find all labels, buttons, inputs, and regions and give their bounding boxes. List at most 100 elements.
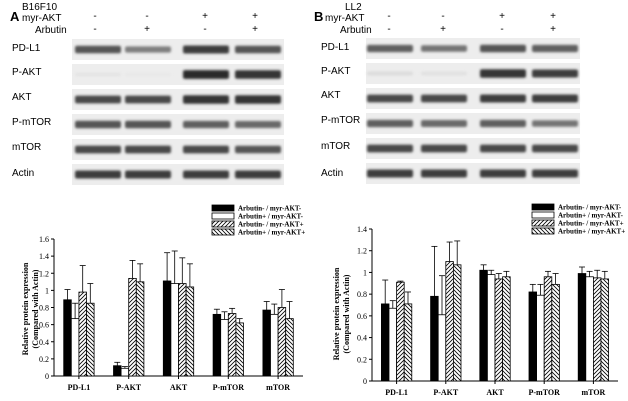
y-tick-label: 1.4 bbox=[39, 252, 49, 261]
bar bbox=[430, 295, 439, 382]
blot-band bbox=[183, 70, 229, 79]
y-tick-label: 1 bbox=[363, 268, 367, 277]
bar bbox=[593, 277, 602, 382]
condition-label: myr-AKT bbox=[22, 13, 61, 24]
blot-band bbox=[532, 120, 578, 127]
panel-letter: B bbox=[314, 9, 323, 24]
sign: + bbox=[252, 11, 258, 22]
protein-label: Actin bbox=[12, 168, 34, 179]
blot-strip bbox=[72, 39, 284, 60]
condition-signs: - - + + - + - + bbox=[387, 11, 556, 35]
sign: + bbox=[252, 24, 258, 35]
blot-strips bbox=[366, 38, 580, 184]
blot-band bbox=[183, 170, 229, 179]
y-tick-label: 0.8 bbox=[39, 304, 49, 313]
blot-band bbox=[480, 94, 526, 103]
y-tick-label: 1.2 bbox=[357, 247, 367, 256]
blot-background bbox=[72, 39, 284, 60]
x-tick-label: P-AKT bbox=[116, 383, 142, 392]
blot-band bbox=[532, 94, 578, 103]
legend-label: Arbutin+ / myr-AKT- bbox=[238, 213, 304, 221]
condition-label: Arbutin bbox=[340, 25, 372, 36]
blot-strip bbox=[72, 64, 284, 85]
y-tick-label: 1.4 bbox=[357, 225, 367, 234]
bar bbox=[220, 319, 229, 377]
blot-background bbox=[366, 63, 580, 84]
blot-band bbox=[183, 120, 229, 129]
blot-band bbox=[421, 169, 467, 178]
y-axis-title: Relative protein expression bbox=[21, 262, 30, 355]
protein-labels: PD-L1 P-AKT AKT P-mTOR mTOR Actin bbox=[12, 43, 51, 179]
x-tick-label: P-mTOR bbox=[213, 383, 245, 392]
blot-band bbox=[125, 95, 171, 104]
blot-band bbox=[421, 144, 467, 153]
blot-background bbox=[366, 163, 580, 184]
sign: - bbox=[145, 11, 148, 22]
blot-band bbox=[367, 119, 413, 128]
protein-label: mTOR bbox=[321, 141, 350, 152]
blot-background bbox=[72, 89, 284, 110]
legend-label: Arbutin- / myr-AKT+ bbox=[238, 221, 304, 229]
blot-panel-a: B16F10 A myr-AKT Arbutin - - + + - + - +… bbox=[10, 2, 284, 185]
sign: - bbox=[387, 11, 390, 22]
protein-label: PD-L1 bbox=[12, 43, 41, 54]
blot-band bbox=[532, 169, 578, 178]
bar bbox=[388, 307, 397, 382]
blot-band bbox=[532, 44, 578, 53]
bar bbox=[437, 314, 447, 382]
legend-swatch bbox=[211, 204, 235, 212]
blot-band bbox=[235, 145, 281, 154]
blot-strip bbox=[366, 38, 580, 59]
blot-band bbox=[367, 169, 413, 178]
blot-background bbox=[366, 88, 580, 109]
bar bbox=[577, 273, 587, 382]
x-tick-label: AKT bbox=[170, 383, 188, 392]
sign: - bbox=[203, 24, 206, 35]
blot-band bbox=[480, 169, 526, 178]
bar bbox=[486, 274, 496, 382]
protein-label: P-mTOR bbox=[12, 117, 51, 128]
blot-band bbox=[480, 69, 526, 78]
blot-band bbox=[367, 144, 413, 153]
y-tick-label: 0.4 bbox=[39, 338, 49, 347]
y-axis-subtitle: (Compared with Actin) bbox=[31, 269, 40, 348]
bar bbox=[536, 294, 545, 382]
blot-band bbox=[532, 144, 578, 153]
blot-band bbox=[75, 145, 121, 154]
sign: + bbox=[144, 24, 150, 35]
y-axis-subtitle: (Compared with Actin) bbox=[342, 274, 351, 353]
blot-background bbox=[366, 138, 580, 159]
blot-strips bbox=[72, 39, 284, 185]
legend-swatch bbox=[531, 227, 555, 235]
blot-band bbox=[183, 145, 229, 154]
cell-line-label: B16F10 bbox=[22, 2, 57, 13]
y-tick-label: 0.2 bbox=[357, 355, 367, 364]
bar bbox=[162, 280, 172, 377]
blot-band bbox=[532, 69, 578, 78]
legend-label: Arbutin- / myr-AKT- bbox=[238, 205, 302, 213]
blot-band bbox=[421, 45, 467, 52]
blot-band bbox=[75, 95, 121, 104]
blot-strip bbox=[366, 138, 580, 159]
bar bbox=[285, 318, 294, 377]
bar bbox=[277, 307, 287, 377]
condition-signs: - - + + - + - + bbox=[93, 11, 258, 35]
sign: - bbox=[93, 11, 96, 22]
blot-background bbox=[366, 113, 580, 134]
blot-band bbox=[235, 170, 281, 179]
bar bbox=[262, 309, 271, 377]
blot-band bbox=[125, 145, 171, 154]
legend-swatch bbox=[211, 220, 235, 228]
y-tick-label: 0.4 bbox=[357, 334, 367, 343]
blot-band bbox=[75, 72, 121, 77]
bar-chart-a: Relative protein expression (Compared wi… bbox=[21, 205, 305, 393]
x-tick-label: PD-L1 bbox=[68, 383, 91, 392]
bar bbox=[235, 322, 244, 377]
blot-band bbox=[235, 45, 281, 54]
blot-band bbox=[480, 119, 526, 128]
blot-band bbox=[235, 70, 281, 79]
sign: + bbox=[440, 24, 446, 35]
cell-line-label: LL2 bbox=[345, 2, 362, 13]
y-tick-label: 0 bbox=[45, 372, 49, 381]
sign: - bbox=[93, 24, 96, 35]
